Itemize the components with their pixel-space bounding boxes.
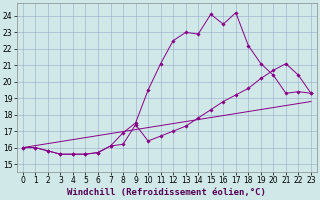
X-axis label: Windchill (Refroidissement éolien,°C): Windchill (Refroidissement éolien,°C) <box>68 188 266 197</box>
